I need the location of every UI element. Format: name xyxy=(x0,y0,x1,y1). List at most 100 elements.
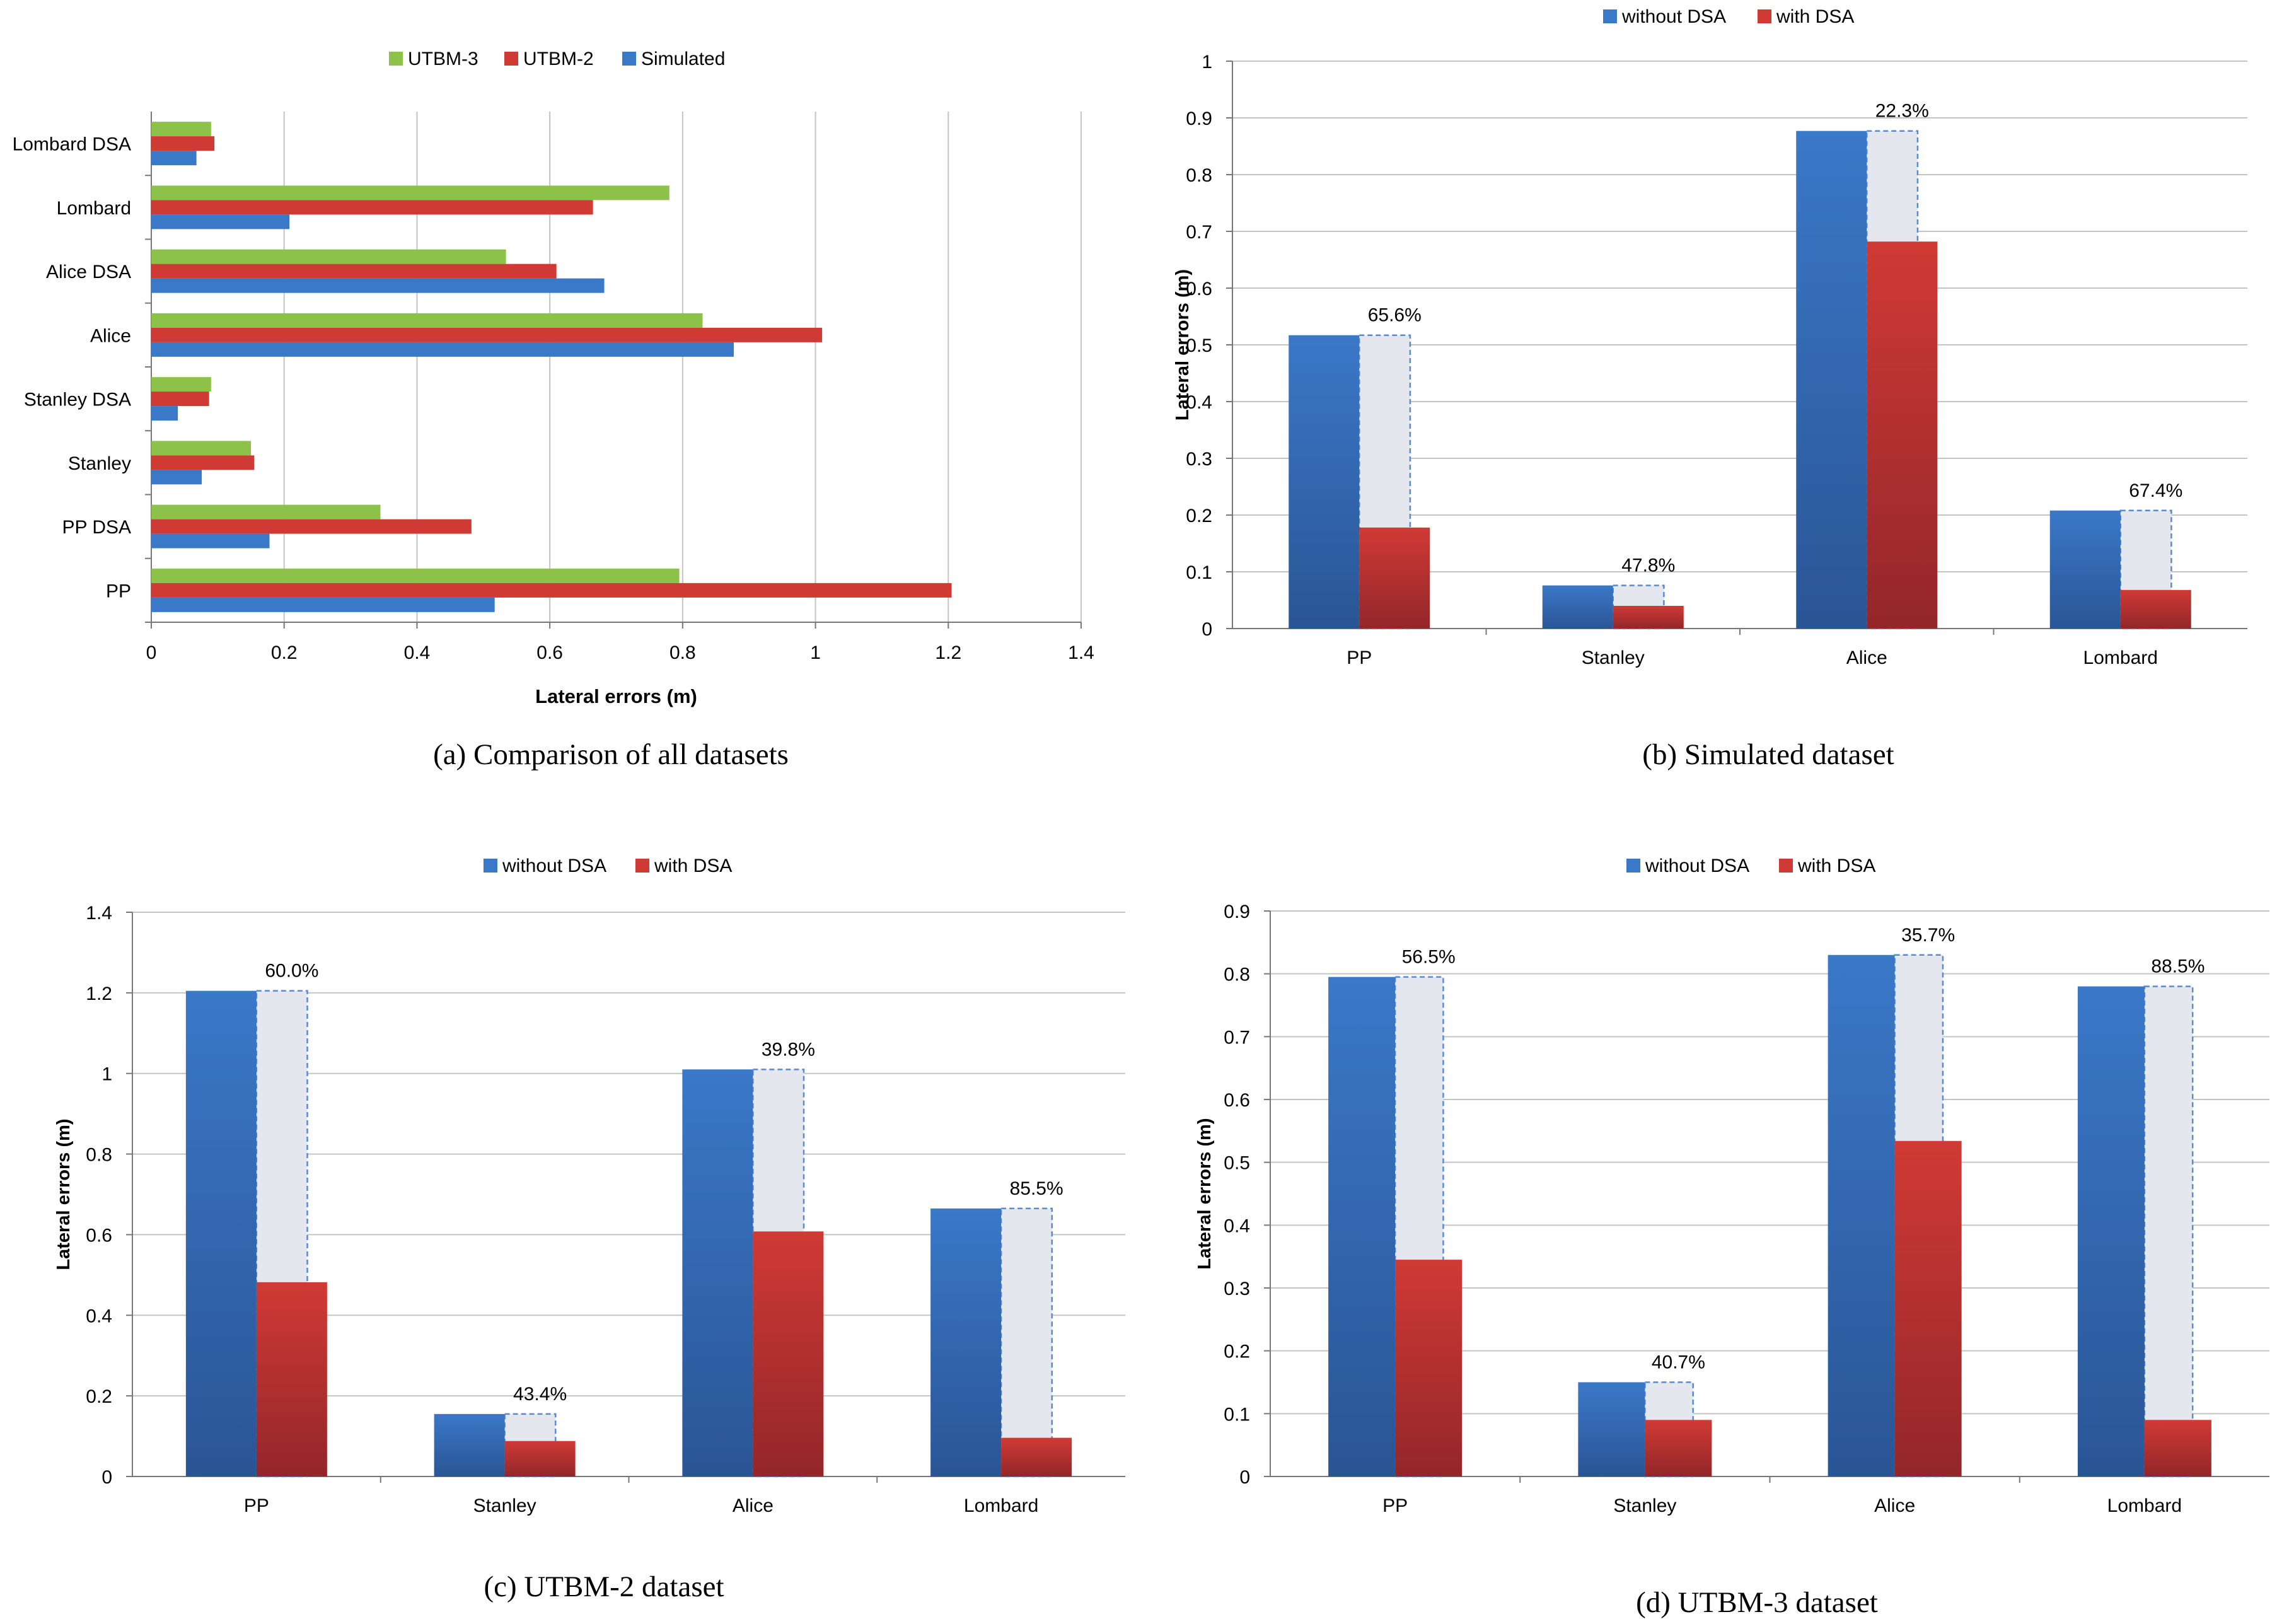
a-bar-simulated-pp xyxy=(151,597,495,612)
d-tick-label: 0.1 xyxy=(1224,1404,1250,1425)
a-bar-utbm2-stanley xyxy=(151,455,255,470)
d-legend-swatch-with-dsa xyxy=(1779,859,1793,873)
d-tick-label: 0.5 xyxy=(1224,1153,1250,1174)
d-tick-label: 0.2 xyxy=(1224,1342,1250,1362)
d-bar-with-dsa-pp xyxy=(1395,1260,1463,1476)
a-category-label-pp: PP xyxy=(106,581,131,601)
b-category-label-stanley: Stanley xyxy=(1582,647,1645,668)
b-category-label-pp: PP xyxy=(1347,647,1372,668)
b-tick-label: 0.6 xyxy=(1186,279,1212,299)
c-bar-with-dsa-pp xyxy=(256,1282,327,1476)
a-bar-utbm3-stanley xyxy=(151,441,252,456)
d-reduction-label-alice: 35.7% xyxy=(1901,925,1955,946)
b-bar-with-dsa-lombard xyxy=(2120,589,2191,629)
c-reduction-label-lombard: 85.5% xyxy=(1010,1178,1063,1199)
a-tick-label: 1.4 xyxy=(1068,642,1094,663)
b-tick-label: 0.1 xyxy=(1186,562,1212,583)
c-reduction-label-pp: 60.0% xyxy=(265,961,318,982)
c-tick-label: 0.4 xyxy=(86,1306,112,1326)
a-bar-utbm2-pp-dsa xyxy=(151,519,472,534)
b-reduction-label-stanley: 47.8% xyxy=(1621,555,1675,576)
c-legend-swatch-without-dsa xyxy=(484,859,497,873)
c-category-label-pp: PP xyxy=(244,1495,269,1516)
d-bar-without-dsa-alice xyxy=(1828,954,1895,1476)
a-legend-swatch-utbm2 xyxy=(504,52,518,66)
b-tick-label: 0.9 xyxy=(1186,108,1212,129)
a-category-label-lombard: Lombard xyxy=(57,198,131,219)
d-legend-label-with-dsa: with DSA xyxy=(1797,856,1875,876)
d-reduction-label-pp: 56.5% xyxy=(1402,947,1456,968)
caption-b: (b) Simulated dataset xyxy=(1642,738,1894,771)
a-tick-label: 1.2 xyxy=(935,642,961,663)
d-tick-label: 0.7 xyxy=(1224,1027,1250,1048)
a-bar-simulated-pp-dsa xyxy=(151,533,270,548)
a-bar-simulated-lombard-dsa xyxy=(151,151,197,166)
a-category-label-lombard-dsa: Lombard DSA xyxy=(13,134,131,155)
a-x-axis-title: Lateral errors (m) xyxy=(535,685,697,707)
b-bar-without-dsa-stanley xyxy=(1542,585,1613,629)
a-category-label-stanley-dsa: Stanley DSA xyxy=(24,390,131,410)
a-legend-label-utbm3: UTBM-3 xyxy=(408,49,478,69)
d-category-label-alice: Alice xyxy=(1874,1495,1915,1516)
c-legend-label-without-dsa: without DSA xyxy=(502,856,606,876)
c-legend-label-with-dsa: with DSA xyxy=(654,856,732,876)
d-y-axis-title: Lateral errors (m) xyxy=(1195,1118,1215,1269)
caption-a: (a) Comparison of all datasets xyxy=(433,738,789,771)
a-bar-utbm3-pp-dsa xyxy=(151,504,381,519)
c-bar-with-dsa-lombard xyxy=(1001,1437,1072,1476)
a-bar-utbm2-alice xyxy=(151,327,823,342)
chart-c-utbm2: 0 0.2 0.4 0.6 0.8 1 1.2 1.4 Lateral errors (m) 60… xyxy=(54,856,1125,1516)
caption-c: (c) UTBM-2 dataset xyxy=(484,1570,724,1603)
c-tick-label: 0.8 xyxy=(86,1145,112,1166)
chart-b-simulated: 0 0.1 0.2 0.3 0.4 0.5 0.6 0.7 0.8 0.9 1 Lateral err… xyxy=(1173,6,2247,668)
c-reduction-label-stanley: 43.4% xyxy=(513,1384,567,1405)
a-category-label-stanley: Stanley xyxy=(68,453,131,474)
c-reduction-label-alice: 39.8% xyxy=(762,1039,815,1060)
b-bar-with-dsa-pp xyxy=(1359,527,1430,629)
d-tick-label: 0 xyxy=(1239,1467,1250,1488)
c-tick-label: 0.6 xyxy=(86,1225,112,1246)
b-bar-without-dsa-pp xyxy=(1289,335,1360,629)
c-bar-with-dsa-stanley xyxy=(504,1441,576,1476)
b-tick-label: 0.5 xyxy=(1186,335,1212,356)
d-tick-label: 0.9 xyxy=(1224,902,1250,922)
b-category-label-alice: Alice xyxy=(1846,647,1887,668)
d-bar-without-dsa-stanley xyxy=(1578,1382,1645,1476)
d-bar-without-dsa-pp xyxy=(1328,977,1396,1476)
b-tick-label: 0 xyxy=(1202,619,1212,640)
b-tick-label: 0.8 xyxy=(1186,165,1212,186)
a-bar-simulated-stanley xyxy=(151,470,202,485)
a-tick-label: 1 xyxy=(810,642,821,663)
b-bar-with-dsa-alice xyxy=(1867,241,1938,629)
b-tick-label: 0.3 xyxy=(1186,449,1212,470)
a-tick-label: 0.2 xyxy=(271,642,298,663)
c-category-label-stanley: Stanley xyxy=(473,1495,536,1516)
c-category-label-lombard: Lombard xyxy=(964,1495,1038,1516)
d-reduction-label-stanley: 40.7% xyxy=(1652,1352,1705,1373)
d-bar-with-dsa-alice xyxy=(1894,1140,1962,1476)
d-bar-with-dsa-stanley xyxy=(1645,1420,1712,1476)
d-bar-without-dsa-lombard xyxy=(2077,986,2145,1476)
a-tick-label: 0.8 xyxy=(669,642,696,663)
b-category-label-lombard: Lombard xyxy=(2083,647,2158,668)
c-tick-label: 1.4 xyxy=(86,903,112,924)
d-category-label-pp: PP xyxy=(1382,1495,1408,1516)
a-legend-swatch-utbm3 xyxy=(389,52,403,66)
b-tick-label: 0.4 xyxy=(1186,392,1212,413)
a-bar-utbm3-lombard xyxy=(151,185,669,200)
b-legend-label-with-dsa: with DSA xyxy=(1776,6,1854,27)
c-reduction-box-lombard xyxy=(1000,1207,1053,1478)
c-tick-label: 1 xyxy=(101,1064,112,1085)
b-legend-label-without-dsa: without DSA xyxy=(1621,6,1726,27)
b-reduction-label-pp: 65.6% xyxy=(1368,305,1422,326)
a-bar-simulated-lombard xyxy=(151,214,290,229)
c-tick-label: 1.2 xyxy=(86,983,112,1004)
a-tick-label: 0 xyxy=(146,642,157,663)
a-bar-utbm2-lombard xyxy=(151,200,593,215)
d-legend-swatch-without-dsa xyxy=(1626,859,1640,873)
a-bar-utbm3-alice xyxy=(151,313,703,328)
a-bar-utbm2-lombard-dsa xyxy=(151,136,215,151)
a-bar-utbm3-lombard-dsa xyxy=(151,122,211,137)
b-legend-swatch-with-dsa xyxy=(1758,9,1771,23)
